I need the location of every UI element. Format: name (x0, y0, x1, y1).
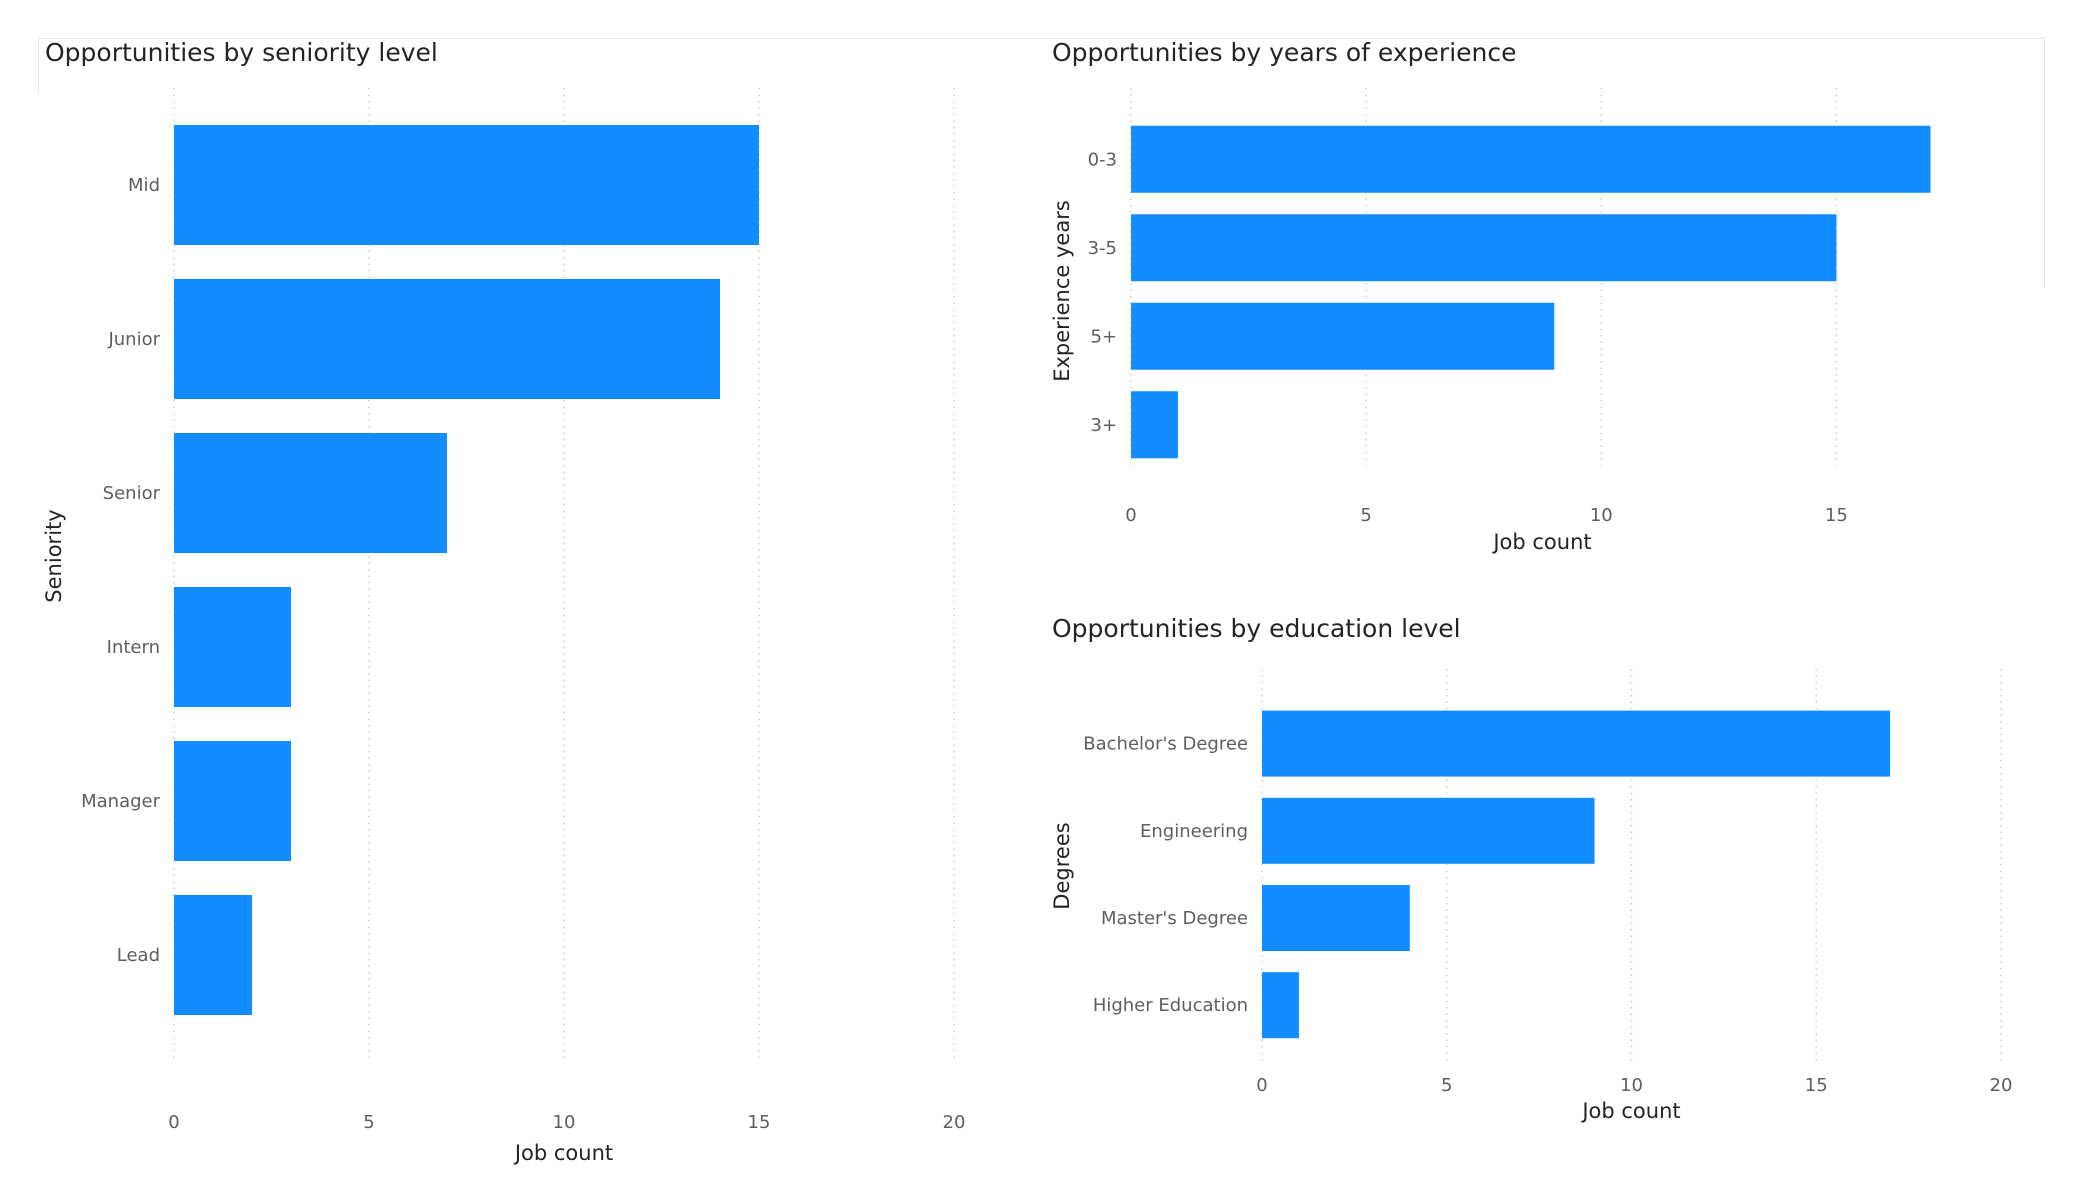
category-label: Bachelor's Degree (1083, 734, 1248, 755)
y-axis-title: Degrees (1050, 822, 1074, 909)
x-tick-label: 5 (363, 1112, 374, 1133)
frame-line (38, 38, 39, 93)
x-tick-label: 10 (1590, 505, 1613, 526)
category-label: Engineering (1140, 821, 1248, 842)
x-tick-label: 20 (943, 1112, 966, 1133)
category-label: Mid (128, 175, 160, 196)
x-tick-label: 5 (1441, 1075, 1452, 1096)
category-label: Senior (103, 483, 161, 504)
x-tick-label: 15 (1805, 1075, 1828, 1096)
category-label: 3+ (1090, 415, 1117, 436)
x-tick-label: 5 (1360, 505, 1371, 526)
seniority-bar-chart: 0 5 10 15 20 Mid Junior Senior Intern Manager Lead… (42, 88, 966, 1165)
bar-experience-3 (1131, 391, 1179, 459)
category-label: Higher Education (1093, 995, 1248, 1016)
x-tick-label: 0 (1256, 1075, 1267, 1096)
chart-title: Opportunities by education level (1052, 614, 1461, 643)
experience-chart-panel: Opportunities by years of experience 0 5 1… (1044, 38, 2044, 568)
bar-experience-2 (1131, 302, 1555, 370)
frame-line (38, 38, 1038, 39)
bar-education-3 (1262, 972, 1299, 1039)
bar-seniority-3 (174, 587, 291, 707)
category-label: Lead (117, 945, 160, 966)
bar-seniority-1 (174, 279, 720, 399)
category-label: Master's Degree (1101, 908, 1248, 929)
bar-experience-1 (1131, 214, 1837, 282)
x-tick-label: 10 (553, 1112, 576, 1133)
experience-bar-chart: 0 5 10 15 0-3 3-5 5+ 3+ Job count Experience year… (1050, 88, 1931, 554)
seniority-chart-panel: Opportunities by seniority level 0 5 10 15 2… (37, 38, 1007, 1168)
x-tick-label: 0 (1125, 505, 1136, 526)
x-tick-label: 15 (748, 1112, 771, 1133)
category-label: 5+ (1090, 326, 1117, 347)
y-axis-title: Seniority (42, 509, 66, 602)
x-tick-label: 15 (1825, 505, 1848, 526)
bar-education-0 (1262, 710, 1891, 777)
category-label: 3-5 (1088, 238, 1117, 259)
bar-education-1 (1262, 797, 1595, 864)
x-axis-title: Job count (1580, 1099, 1680, 1123)
education-bar-chart: 0 5 10 15 20 Bachelor's Degree Engineering Mast… (1050, 669, 2013, 1123)
chart-title: Opportunities by years of experience (1052, 38, 1517, 67)
x-tick-label: 10 (1620, 1075, 1643, 1096)
frame-line (2044, 38, 2045, 288)
category-label: Intern (107, 637, 160, 658)
bar-education-2 (1262, 885, 1410, 951)
category-label: 0-3 (1088, 149, 1117, 170)
bar-experience-0 (1131, 125, 1931, 193)
category-label: Junior (107, 329, 160, 350)
education-chart-panel: Opportunities by education level 0 5 10 15 2… (1044, 614, 2044, 1134)
bar-seniority-4 (174, 741, 291, 861)
x-axis-title: Job count (513, 1141, 613, 1165)
x-tick-label: 20 (1990, 1075, 2013, 1096)
x-tick-label: 0 (168, 1112, 179, 1133)
y-axis-title: Experience years (1050, 200, 1074, 382)
bar-seniority-2 (174, 433, 447, 553)
frame-line (970, 38, 2045, 39)
chart-title: Opportunities by seniority level (45, 38, 438, 67)
category-label: Manager (81, 791, 160, 812)
bar-seniority-0 (174, 125, 759, 245)
x-axis-title: Job count (1491, 530, 1591, 554)
bar-seniority-5 (174, 895, 252, 1015)
